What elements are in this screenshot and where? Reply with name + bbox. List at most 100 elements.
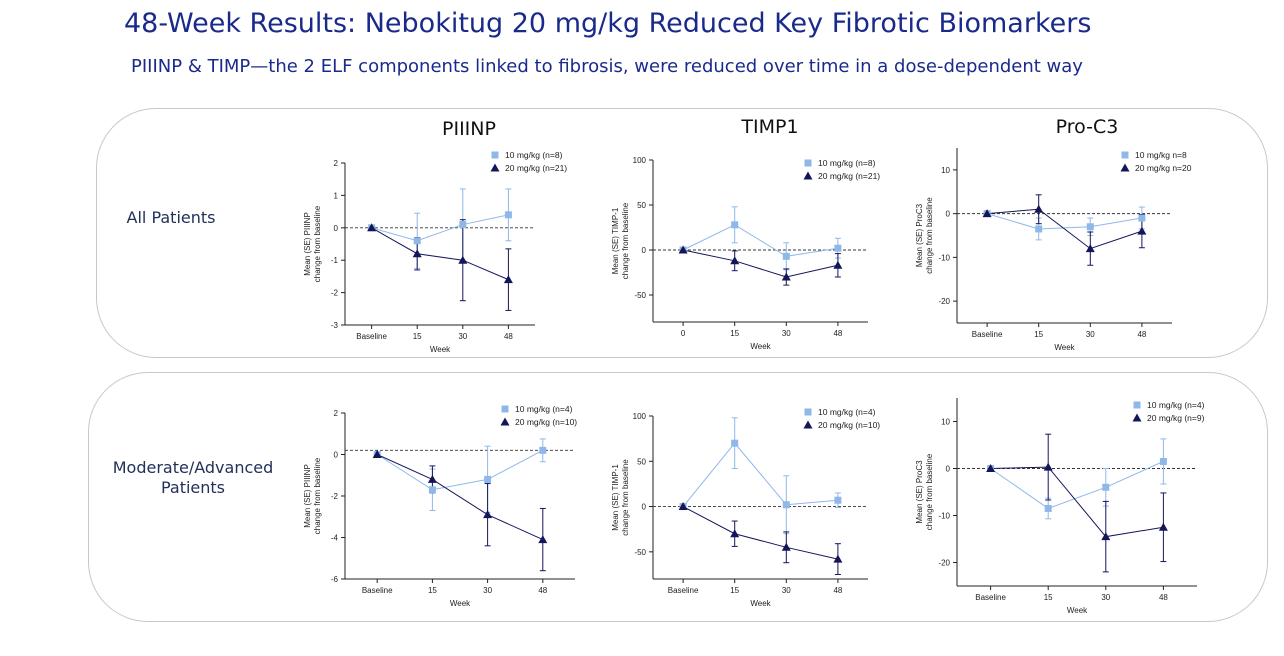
y-axis-label: change from baseline — [621, 459, 630, 536]
x-tick-label: Baseline — [975, 593, 1006, 602]
data-point — [1158, 522, 1168, 531]
x-tick-label: 15 — [730, 329, 739, 338]
series-line — [990, 466, 1164, 538]
y-tick-label: -2 — [331, 289, 339, 298]
x-tick-label: 30 — [1101, 593, 1110, 602]
legend-label: 20 mg/kg (n=10) — [515, 417, 577, 427]
data-point — [413, 237, 421, 245]
legend-marker — [1120, 163, 1130, 172]
x-tick-label: Baseline — [362, 586, 393, 595]
chart-piiinp-moderate-advanced: -6 -4 -2 0 2 Baseline 15 30 48 Week Mean (SE) PIII… — [303, 404, 577, 608]
series-line — [987, 208, 1143, 250]
legend-label: 10 mg/kg n=8 — [1135, 150, 1187, 160]
data-point — [678, 502, 688, 511]
panel-all-patients — [96, 108, 1268, 358]
chart-timp1-all-patients: -50 0 50 100 0 15 30 48 Week Mean (SE) TIMP-1 chan… — [611, 156, 880, 351]
data-point — [1101, 532, 1111, 541]
series-line — [990, 460, 1164, 510]
data-point — [1159, 457, 1167, 465]
x-tick-label: 48 — [1137, 330, 1146, 339]
data-point — [1137, 226, 1147, 235]
series-line — [682, 249, 839, 278]
legend-label: 10 mg/kg (n=4) — [515, 404, 573, 414]
data-point — [459, 221, 467, 229]
y-tick-label: 10 — [941, 418, 950, 427]
series-line — [376, 449, 544, 491]
y-axis-label: Mean (SE) TIMP-1 — [611, 464, 620, 531]
y-tick-label: 100 — [633, 156, 647, 165]
legend-marker — [1133, 401, 1141, 409]
data-point — [731, 439, 739, 447]
x-tick-label: 48 — [833, 586, 842, 595]
data-point — [833, 260, 843, 269]
legend-marker — [803, 171, 813, 180]
data-point — [1034, 204, 1044, 213]
data-point — [1086, 223, 1094, 231]
x-tick-label: Baseline — [972, 330, 1003, 339]
y-axis-label: change from baseline — [621, 202, 630, 279]
y-tick-label: 0 — [642, 246, 647, 255]
series-line — [986, 213, 1142, 230]
legend-marker — [804, 408, 812, 416]
y-axis-label: Mean (SE) PIIINP — [303, 464, 312, 528]
y-tick-label: -10 — [938, 512, 950, 521]
y-tick-label: -50 — [634, 291, 646, 300]
y-tick-label: -2 — [331, 492, 339, 501]
legend-label: 10 mg/kg (n=4) — [818, 407, 876, 417]
data-point — [833, 554, 843, 563]
legend-marker — [1132, 413, 1142, 422]
x-tick-label: 30 — [782, 586, 791, 595]
y-tick-label: -20 — [938, 297, 950, 306]
y-tick-label: -3 — [331, 321, 339, 330]
y-tick-label: -4 — [331, 534, 339, 543]
y-tick-label: 0 — [946, 210, 951, 219]
column-title-timp1: TIMP1 — [741, 116, 799, 138]
data-point — [367, 223, 377, 232]
legend-marker — [1121, 151, 1129, 159]
y-tick-label: -1 — [331, 256, 339, 265]
y-tick-label: 50 — [637, 457, 646, 466]
x-tick-label: 30 — [782, 329, 791, 338]
data-point — [730, 529, 740, 538]
x-tick-label: 48 — [504, 332, 513, 341]
x-tick-label: Baseline — [356, 332, 387, 341]
data-point — [1044, 504, 1052, 512]
data-point — [539, 446, 547, 454]
series-line — [376, 454, 544, 541]
legend-label: 20 mg/kg n=20 — [1135, 163, 1192, 173]
data-point — [484, 475, 492, 483]
x-tick-label: 15 — [413, 332, 422, 341]
x-tick-label: 30 — [1086, 330, 1095, 339]
x-axis-label: Week — [1067, 606, 1088, 615]
legend-label: 10 mg/kg (n=8) — [818, 158, 876, 168]
data-point — [1102, 483, 1110, 491]
x-tick-label: 48 — [538, 586, 547, 595]
series-line — [371, 227, 509, 281]
series-line — [371, 214, 509, 242]
column-title-piiinp: PIIINP — [442, 118, 496, 140]
data-point — [1085, 244, 1095, 253]
legend-label: 20 mg/kg (n=21) — [505, 163, 567, 173]
chart-proc3-moderate-advanced: -20 -10 0 10 Baseline 15 30 48 Week Mean (SE) Pro… — [915, 398, 1205, 615]
y-tick-label: 0 — [334, 451, 339, 460]
chart-proc3-all-patients: -20 -10 0 10 Baseline 15 30 48 Week Mean (SE) Pro… — [915, 148, 1192, 352]
data-point — [458, 255, 468, 264]
x-tick-label: 48 — [1159, 593, 1168, 602]
y-tick-label: -50 — [634, 548, 646, 557]
data-point — [538, 535, 548, 544]
y-tick-label: 0 — [642, 503, 647, 512]
data-point — [372, 450, 382, 458]
page-subtitle: PIIINP & TIMP—the 2 ELF components linke… — [131, 56, 1083, 77]
data-point — [730, 256, 740, 265]
data-point — [1138, 214, 1146, 222]
x-axis-label: Week — [430, 345, 451, 354]
data-point — [503, 275, 513, 284]
x-axis-label: Week — [450, 599, 471, 608]
legend-marker — [500, 417, 510, 426]
y-tick-label: -10 — [938, 253, 950, 262]
y-tick-label: 2 — [334, 159, 339, 168]
data-point — [834, 244, 842, 252]
x-axis-label: Week — [750, 342, 771, 351]
data-point — [1043, 462, 1053, 471]
row-label-line: Moderate/Advanced — [112, 458, 274, 477]
